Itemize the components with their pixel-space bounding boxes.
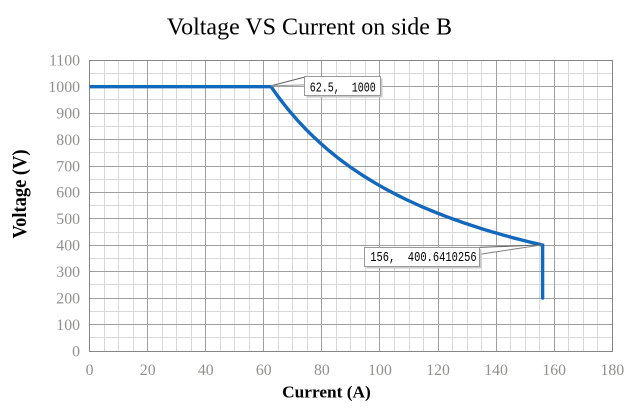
svg-text:60: 60 — [256, 362, 272, 379]
svg-text:Current (A): Current (A) — [282, 383, 371, 402]
svg-text:900: 900 — [56, 106, 80, 123]
svg-text:500: 500 — [56, 211, 80, 228]
svg-text:120: 120 — [426, 362, 450, 379]
svg-text:1000: 1000 — [48, 79, 80, 96]
svg-text:100: 100 — [368, 362, 392, 379]
svg-text:160: 160 — [542, 362, 566, 379]
svg-text:0: 0 — [86, 362, 94, 379]
svg-text:180: 180 — [600, 362, 624, 379]
svg-text:20: 20 — [140, 362, 156, 379]
svg-text:700: 700 — [56, 158, 80, 175]
svg-text:62.5, 1000: 62.5, 1000 — [310, 82, 376, 97]
svg-text:140: 140 — [484, 362, 508, 379]
svg-text:200: 200 — [56, 290, 80, 307]
svg-text:400: 400 — [56, 238, 80, 255]
svg-text:80: 80 — [314, 362, 330, 379]
svg-text:156, 400.6410256: 156, 400.6410256 — [370, 251, 476, 266]
svg-text:40: 40 — [198, 362, 214, 379]
svg-text:100: 100 — [56, 317, 80, 334]
svg-text:Voltage (V): Voltage (V) — [9, 150, 31, 239]
svg-text:1100: 1100 — [49, 53, 80, 70]
svg-text:Voltage VS Current on side B: Voltage VS Current on side B — [167, 14, 452, 40]
svg-text:600: 600 — [56, 185, 80, 202]
svg-text:800: 800 — [56, 132, 80, 149]
svg-text:300: 300 — [56, 264, 80, 281]
svg-text:0: 0 — [72, 343, 80, 360]
